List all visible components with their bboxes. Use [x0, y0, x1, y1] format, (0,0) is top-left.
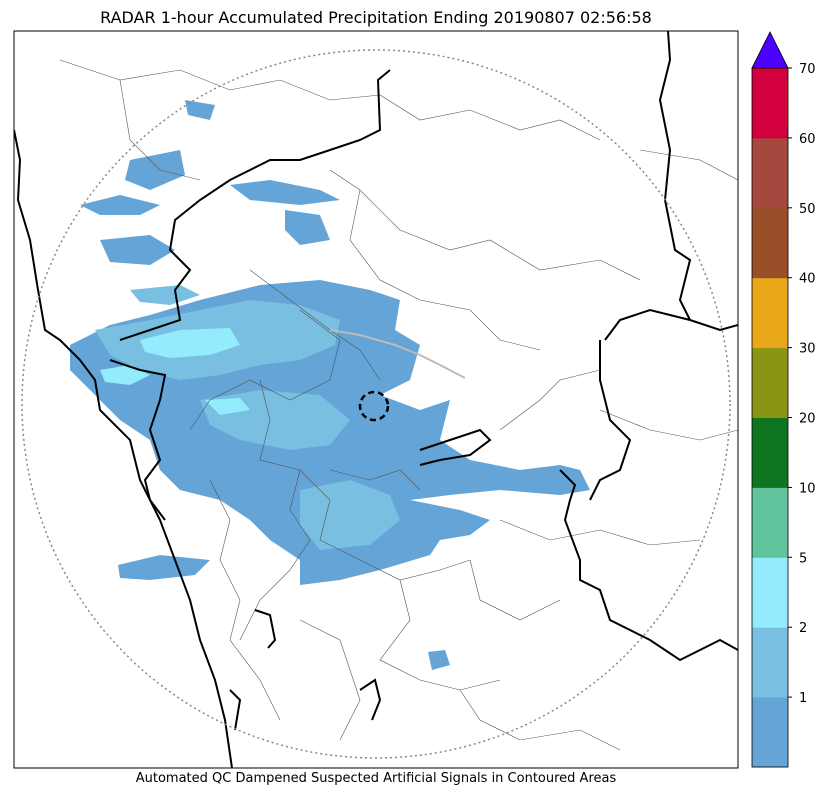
state-borders [14, 31, 738, 768]
colorbar-tick-label: 40 [799, 272, 816, 287]
colorbar-tick-label: 20 [799, 412, 816, 427]
colorbar-segment [752, 207, 788, 279]
qc-footnote: Automated QC Dampened Suspected Artifici… [135, 771, 617, 786]
colorbar-segment [752, 277, 788, 349]
map-title: RADAR 1-hour Accumulated Precipitation E… [100, 8, 652, 27]
colorbar-tick-label: 30 [799, 342, 816, 357]
colorbar-tick-label: 60 [799, 132, 816, 147]
colorbar-tick-label: 5 [799, 551, 807, 566]
colorbar-extend-arrow [751, 31, 789, 69]
qc-contour [329, 329, 466, 379]
colorbar-tick-label: 50 [799, 202, 816, 217]
colorbar-tick-label: 1 [799, 691, 807, 706]
colorbar-segment [752, 697, 788, 768]
colorbar-tick-label: 10 [799, 481, 816, 496]
range-ring [21, 49, 731, 759]
colorbar-segment [752, 347, 788, 418]
radar-site-marker [358, 390, 390, 422]
colorbar-tick-label: 70 [799, 62, 816, 77]
colorbar-segment [752, 557, 788, 628]
colorbar-segment [752, 417, 788, 488]
map-frame [13, 30, 739, 769]
colorbar-tick-label: 2 [799, 621, 807, 636]
colorbar-segment [752, 68, 788, 139]
colorbar-segment [752, 137, 788, 209]
colorbar-segment [752, 627, 788, 698]
colorbar-segment [752, 487, 788, 558]
district-borders [59, 59, 738, 751]
